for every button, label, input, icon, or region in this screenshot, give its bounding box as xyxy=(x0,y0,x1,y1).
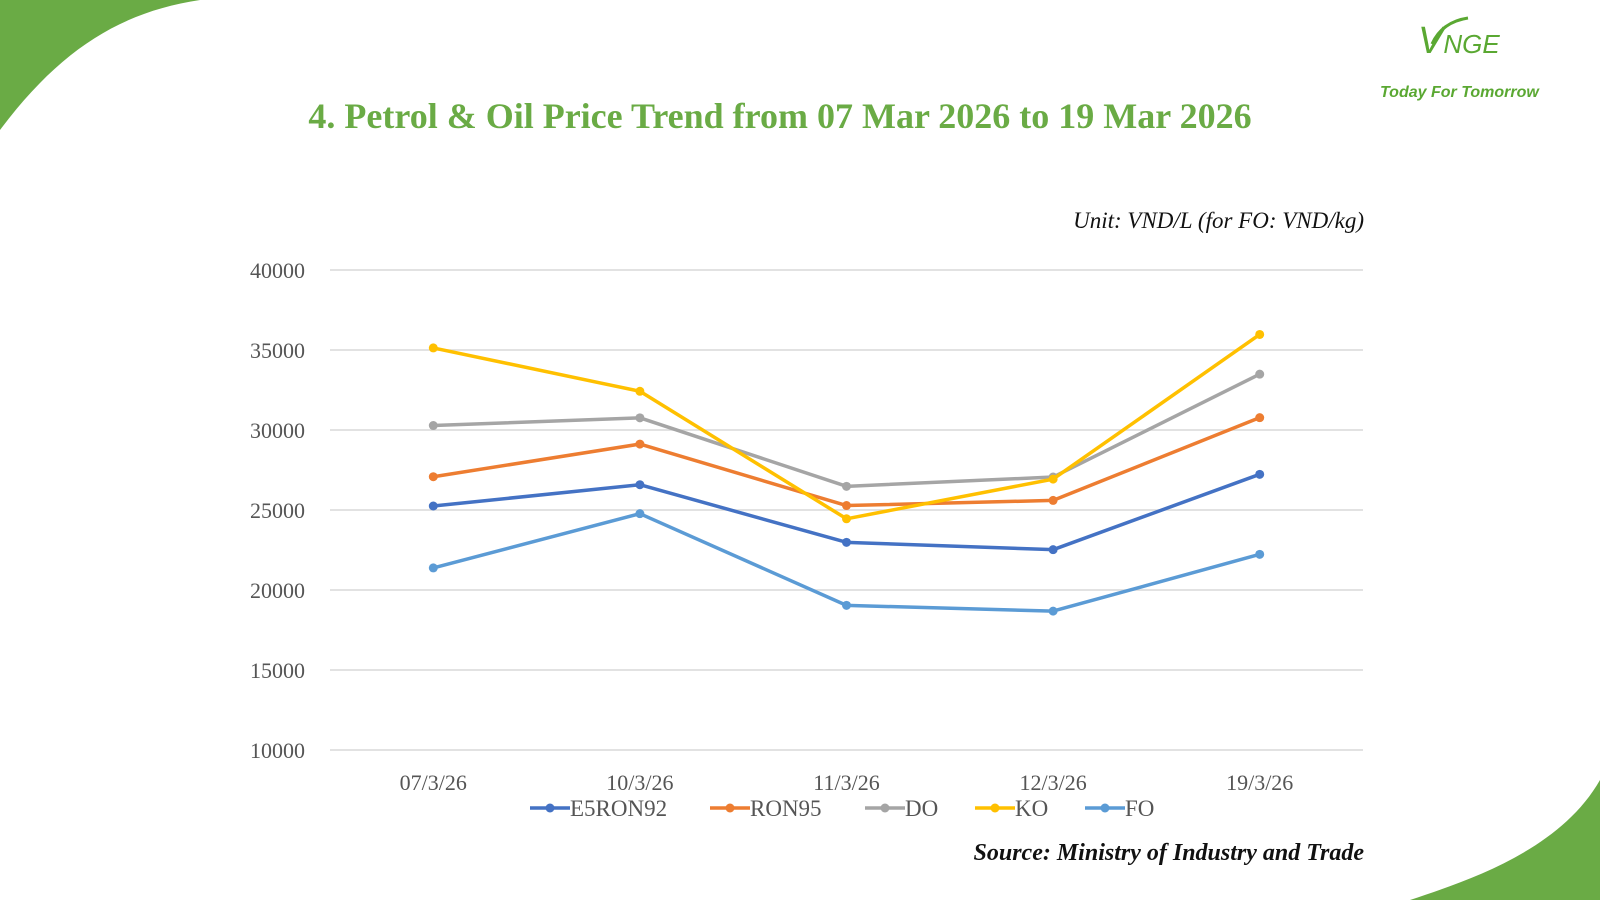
data-point xyxy=(1255,549,1265,559)
y-tick-label: 15000 xyxy=(250,658,305,683)
series-do xyxy=(428,369,1265,491)
vnge-logo: VNGE Today For Tomorrow xyxy=(1372,16,1572,110)
legend-label: RON95 xyxy=(750,796,822,821)
data-point xyxy=(1048,545,1058,555)
legend-marker xyxy=(1100,803,1110,813)
page-title: 4. Petrol & Oil Price Trend from 07 Mar … xyxy=(308,96,1252,136)
x-tick-label: 12/3/26 xyxy=(1019,770,1086,795)
data-point xyxy=(428,472,438,482)
data-point xyxy=(842,501,851,511)
data-point xyxy=(1048,495,1058,505)
logo-wordmark: VNGE xyxy=(1418,20,1500,63)
y-tick-label: 35000 xyxy=(250,338,305,363)
legend-label: E5RON92 xyxy=(570,796,667,821)
legend-item-do: DO xyxy=(865,796,938,821)
legend-label: KO xyxy=(1015,796,1048,821)
series-lines xyxy=(428,329,1265,616)
leaf-swoosh-icon xyxy=(1430,16,1469,45)
bottom-right-leaf-shape xyxy=(1410,780,1600,900)
data-point xyxy=(635,413,645,423)
series-ko xyxy=(428,329,1265,524)
data-point xyxy=(1048,606,1058,616)
series-line xyxy=(432,511,1261,613)
logo-tagline: Today For Tomorrow xyxy=(1380,84,1539,101)
series-e5ron92 xyxy=(428,469,1265,555)
legend-marker xyxy=(990,803,1000,813)
data-point xyxy=(1255,413,1265,423)
data-point xyxy=(1048,474,1058,484)
legend-item-e5ron92: E5RON92 xyxy=(530,796,667,821)
data-point xyxy=(635,480,645,490)
legend-marker xyxy=(725,803,735,813)
y-axis-ticks: 10000 15000 20000 25000 30000 35000 40000 xyxy=(250,258,305,763)
legend-item-fo: FO xyxy=(1085,796,1154,821)
data-point xyxy=(635,386,645,396)
data-point xyxy=(428,343,438,353)
legend-item-ko: KO xyxy=(975,796,1048,821)
y-tick-label: 25000 xyxy=(250,498,305,523)
x-tick-label: 19/3/26 xyxy=(1226,770,1293,795)
legend-label: DO xyxy=(905,796,938,821)
data-point xyxy=(428,501,438,511)
y-tick-label: 10000 xyxy=(250,738,305,763)
legend-label: FO xyxy=(1125,796,1154,821)
x-tick-label: 07/3/26 xyxy=(400,770,467,795)
logo-letter-v: V xyxy=(1418,20,1444,62)
data-point xyxy=(842,481,851,491)
data-point xyxy=(635,439,645,449)
data-point xyxy=(428,563,438,573)
logo-letters-nge: NGE xyxy=(1443,29,1500,59)
legend-marker xyxy=(545,803,555,813)
unit-note: Unit: VND/L (for FO: VND/kg) xyxy=(1073,208,1364,233)
x-axis-ticks: 07/3/26 10/3/26 11/3/26 12/3/26 19/3/26 xyxy=(400,770,1294,795)
data-point xyxy=(635,509,645,519)
data-point xyxy=(1255,329,1265,339)
legend: E5RON92 RON95 DO KO FO xyxy=(530,796,1154,821)
series-line xyxy=(432,333,1261,521)
data-point xyxy=(1255,369,1265,379)
x-tick-label: 11/3/26 xyxy=(813,770,879,795)
y-tick-label: 30000 xyxy=(250,418,305,443)
x-tick-label: 10/3/26 xyxy=(606,770,673,795)
data-point xyxy=(1255,469,1265,479)
y-tick-label: 40000 xyxy=(250,258,305,283)
y-tick-label: 20000 xyxy=(250,578,305,603)
data-point xyxy=(842,600,851,610)
series-fo xyxy=(428,509,1265,616)
data-point xyxy=(428,421,438,431)
data-point xyxy=(842,537,851,547)
legend-item-ron95: RON95 xyxy=(710,796,822,821)
legend-marker xyxy=(880,803,890,813)
source-note: Source: Ministry of Industry and Trade xyxy=(973,840,1365,866)
top-left-leaf-shape xyxy=(0,0,200,130)
data-point xyxy=(842,514,851,524)
series-ron95 xyxy=(428,413,1265,511)
